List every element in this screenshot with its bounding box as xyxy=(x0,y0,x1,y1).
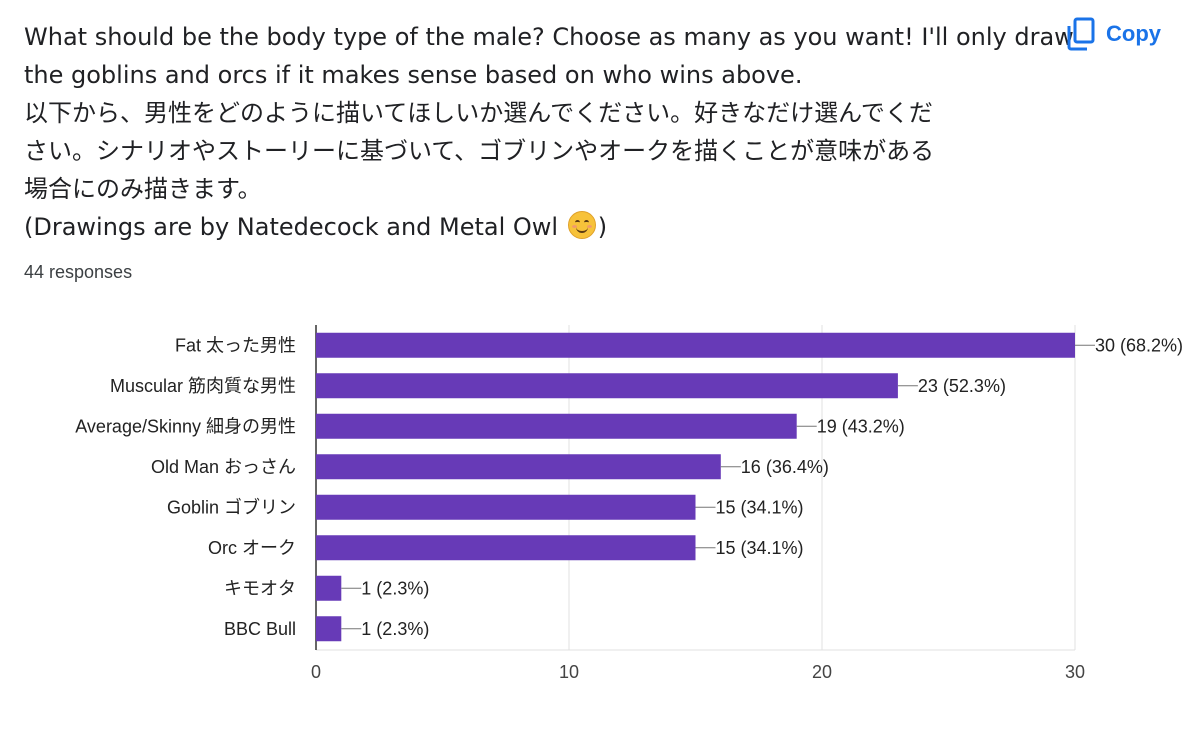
x-tick-label: 0 xyxy=(311,662,321,682)
value-label: 1 (2.3%) xyxy=(361,619,429,639)
bar xyxy=(316,373,898,399)
value-label: 30 (68.2%) xyxy=(1095,335,1183,355)
credit-line: (Drawings are by Natedecock and Metal Ow… xyxy=(24,208,1034,246)
bar xyxy=(316,535,696,561)
copy-button[interactable]: Copy xyxy=(1060,14,1167,54)
responses-count: 44 responses xyxy=(24,262,133,282)
category-label: Goblin ゴブリン xyxy=(167,496,296,517)
question-line-ja: 以下から、男性をどのように描いてほしいか選んでください。好きなだけ選んでくだ xyxy=(24,99,933,127)
category-label: BBC Bull xyxy=(224,619,296,639)
credit-close: ) xyxy=(597,213,608,241)
question-line-ja: 場合にのみ描きます。 xyxy=(24,175,262,203)
credit-text: (Drawings are by Natedecock and Metal Ow… xyxy=(24,213,559,241)
value-label: 16 (36.4%) xyxy=(741,457,829,477)
question-line: What should be the body type of the male… xyxy=(24,23,1074,51)
x-tick-label: 30 xyxy=(1065,662,1085,682)
question-line-ja: さい。シナリオやストーリーに基づいて、ゴブリンやオークを描くことが意味がある xyxy=(24,137,935,165)
category-label: キモオタ xyxy=(224,578,296,598)
bar xyxy=(316,616,342,642)
x-tick-label: 20 xyxy=(812,662,832,682)
value-label: 19 (43.2%) xyxy=(817,416,905,436)
category-label: Old Man おっさん xyxy=(151,457,296,477)
bar xyxy=(316,413,797,439)
copy-button-label: Copy xyxy=(1106,21,1161,46)
value-label: 15 (34.1%) xyxy=(716,538,804,558)
category-label: Muscular 筋肉質な男性 xyxy=(110,376,296,396)
question-line: the goblins and orcs if it makes sense b… xyxy=(24,61,803,89)
bar-chart: 0 10 20 30 Fat 太った男性 30 (68.2%) Muscular 筋肉質な男… xyxy=(75,325,1183,682)
smiling-face-icon xyxy=(567,211,596,239)
x-tick-label: 10 xyxy=(559,662,579,682)
value-label: 1 (2.3%) xyxy=(361,578,429,598)
question-block: What should be the body type of the male… xyxy=(24,18,1074,246)
category-label: Fat 太った男性 xyxy=(175,335,296,355)
category-label: Average/Skinny 細身の男性 xyxy=(75,416,296,436)
bar xyxy=(316,494,696,520)
copy-icon xyxy=(1067,17,1095,51)
category-label: Orc オーク xyxy=(208,538,296,558)
bar xyxy=(316,575,342,601)
value-label: 23 (52.3%) xyxy=(918,376,1006,396)
bar xyxy=(316,332,1075,358)
value-label: 15 (34.1%) xyxy=(716,497,804,517)
bar xyxy=(316,454,721,480)
